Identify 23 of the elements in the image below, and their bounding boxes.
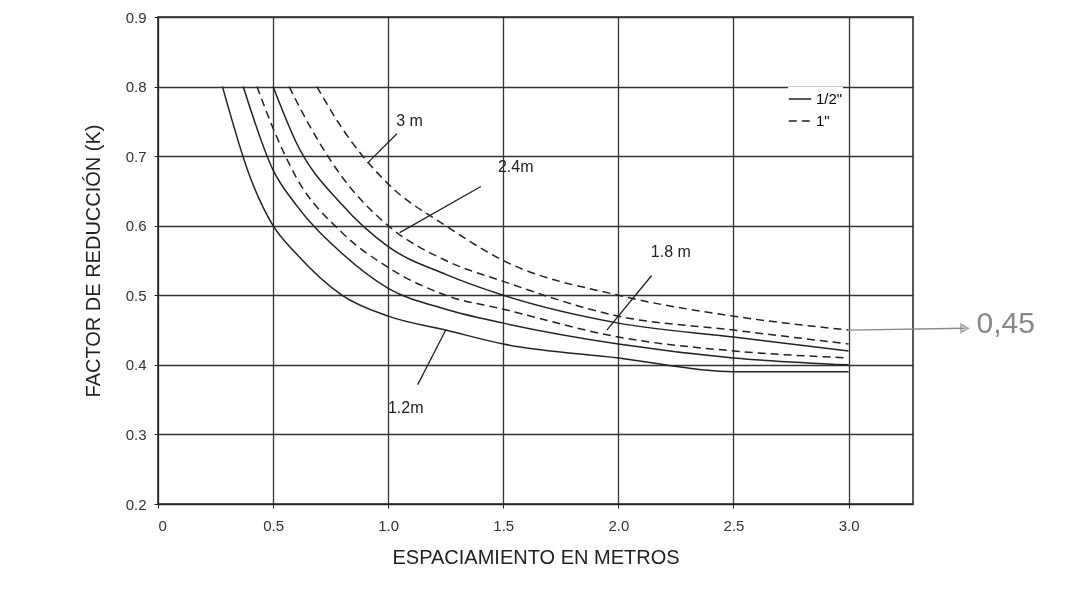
y-tick-label: 0.4 (125, 356, 147, 374)
legend-label: 1" (816, 112, 830, 129)
legend-label: 1/2" (816, 90, 843, 107)
y-tick-label: 0.6 (125, 217, 147, 235)
y-axis-title: FACTOR DE REDUCCIÓN (K) (81, 124, 104, 398)
y-tick-label: 0.7 (125, 147, 147, 165)
annotation: 1.8 m (650, 243, 691, 261)
x-tick-label: 2.5 (723, 516, 745, 534)
x-tick-label: 0.5 (263, 516, 285, 534)
annotation: 0,45 (976, 306, 1035, 340)
y-tick-label: 0.5 (125, 286, 147, 304)
y-tick-label: 0.3 (125, 425, 147, 443)
annotation: 1.2m (387, 399, 424, 417)
x-axis-title: ESPACIAMIENTO EN METROS (392, 545, 680, 568)
y-tick-label: 0.9 (125, 8, 147, 26)
x-tick-label: 2.0 (608, 516, 630, 534)
y-tick-label: 0.8 (125, 78, 147, 96)
annotation: 3 m (396, 112, 423, 130)
x-tick-label: 3.0 (838, 516, 860, 534)
y-tick-label: 0.2 (125, 495, 147, 513)
x-tick-label: 1.0 (378, 516, 400, 534)
x-tick-label: 0 (158, 516, 167, 534)
x-tick-label: 1.5 (493, 516, 515, 534)
